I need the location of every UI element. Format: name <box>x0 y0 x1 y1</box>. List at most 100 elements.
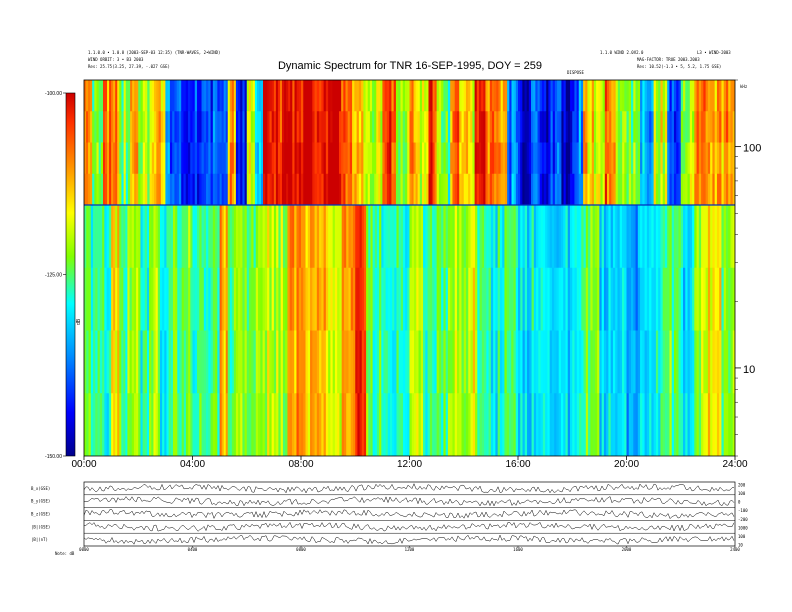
spectrogram-cell <box>376 80 379 112</box>
spectrogram-cell <box>359 205 363 269</box>
spectrogram-cell <box>515 173 519 206</box>
spectrogram-cell <box>518 330 521 394</box>
spectrogram-cell <box>644 80 648 112</box>
spectrogram-cell <box>676 393 679 456</box>
spectrogram-cell <box>640 330 643 394</box>
spectrogram-cell <box>560 267 564 331</box>
spectrogram-cell <box>506 330 510 394</box>
spectrogram-cell <box>350 330 354 394</box>
spectrogram-cell <box>296 111 300 143</box>
spectrogram-cell <box>142 267 146 331</box>
spectrogram-cell <box>533 205 537 269</box>
spectrogram-cell <box>587 173 591 206</box>
spectrogram-cell <box>539 80 543 112</box>
spectrogram-cell <box>603 330 607 394</box>
spectrogram-cell <box>725 267 729 331</box>
spectrogram-cell <box>363 173 366 206</box>
spectrogram-cell <box>664 205 668 269</box>
spectrogram-cell <box>524 142 528 175</box>
spectrogram-cell <box>694 205 697 269</box>
spectrogram-cell <box>294 330 297 394</box>
spectrogram-cell <box>730 111 734 143</box>
spectrogram-cell <box>402 393 406 456</box>
spectrogram-cell <box>379 330 382 394</box>
spectrogram-cell <box>395 80 399 112</box>
spectrogram-cell <box>671 173 675 206</box>
spectrogram-cell <box>321 393 324 456</box>
spectrogram-cell <box>323 267 327 331</box>
spectrogram-cell <box>325 393 329 456</box>
spectrogram-cell <box>290 173 293 206</box>
spectrogram-cell <box>328 80 331 112</box>
spectrogram-cell <box>621 205 625 269</box>
spectrogram-cell <box>400 111 404 143</box>
spectrogram-cell <box>427 393 431 456</box>
spectrogram-cell <box>248 142 252 175</box>
spectrogram-cell <box>450 111 453 143</box>
spectrogram-cell <box>168 267 172 331</box>
colorbar-tick-label: -150.00 <box>45 454 62 460</box>
spectrogram-cell <box>260 142 264 175</box>
spectrogram-cell <box>376 393 380 456</box>
spectrogram-cell <box>398 330 402 394</box>
spectrogram-cell <box>436 267 440 331</box>
spectrogram-cell <box>459 330 462 394</box>
spectrogram-cell <box>282 393 286 456</box>
spectrogram-cell <box>438 142 442 175</box>
spectrogram-cell <box>508 330 512 394</box>
spectrogram-cell <box>450 330 453 394</box>
spectrogram-cell <box>287 330 291 394</box>
spectrogram-cell <box>346 267 349 331</box>
spectrogram-cell <box>172 142 175 175</box>
spectrogram-cell <box>158 142 162 175</box>
spectrogram-cell <box>426 111 429 143</box>
spectrogram-cell <box>624 205 627 269</box>
spectrogram-cell <box>537 173 541 206</box>
spectrogram-cell <box>154 173 157 206</box>
spectrogram-cell <box>210 205 214 269</box>
spectrogram-cell <box>405 205 408 269</box>
spectrogram-cell <box>98 111 102 143</box>
spectrogram-cell <box>653 142 657 175</box>
spectrogram-cell <box>271 330 275 394</box>
spectrogram-cell <box>628 173 632 206</box>
spectrogram-cell <box>111 393 114 456</box>
spectrogram-cell <box>651 205 655 269</box>
spectrogram-cell <box>472 205 476 269</box>
spectrogram-cell <box>246 173 250 206</box>
spectrogram-cell <box>671 142 675 175</box>
spectrogram-cell <box>395 111 399 143</box>
spectrogram-cell <box>405 393 408 456</box>
spectrogram-cell <box>136 173 139 206</box>
spectrogram-cell <box>334 205 338 269</box>
spectrogram-cell <box>701 267 704 331</box>
spectrogram-cell <box>552 111 556 143</box>
spectrogram-cell <box>633 142 636 175</box>
spectrogram-cell <box>290 111 293 143</box>
spectrogram-cell <box>428 80 431 112</box>
spectrogram-cell <box>109 111 112 143</box>
spectrogram-cell <box>494 80 497 112</box>
spectrogram-cell <box>622 111 625 143</box>
spectrogram-cell <box>405 267 408 331</box>
spectrogram-cell <box>454 205 458 269</box>
spectrogram-cell <box>233 80 237 112</box>
spectrogram-cell <box>367 80 371 112</box>
spectrogram-cell <box>598 80 601 112</box>
spectrogram-cell <box>363 330 367 394</box>
spectrogram-cell <box>92 142 95 175</box>
spectrogram-cell <box>563 330 566 394</box>
spectrogram-cell <box>515 205 519 269</box>
spectrogram-cell <box>221 267 225 331</box>
spectrogram-cell <box>192 111 196 143</box>
spectrogram-cell <box>305 111 309 143</box>
bottom-row-label: B_y(GSE) <box>31 499 50 504</box>
spectrogram-cell <box>258 80 262 112</box>
spectrogram-cell <box>472 330 476 394</box>
spectrogram-cell <box>698 80 702 112</box>
spectrogram-cell <box>434 393 438 456</box>
spectrogram-cell <box>535 142 538 175</box>
spectrogram-cell <box>463 111 467 143</box>
spectrogram-cell <box>416 267 419 331</box>
spectrogram-cell <box>703 173 707 206</box>
